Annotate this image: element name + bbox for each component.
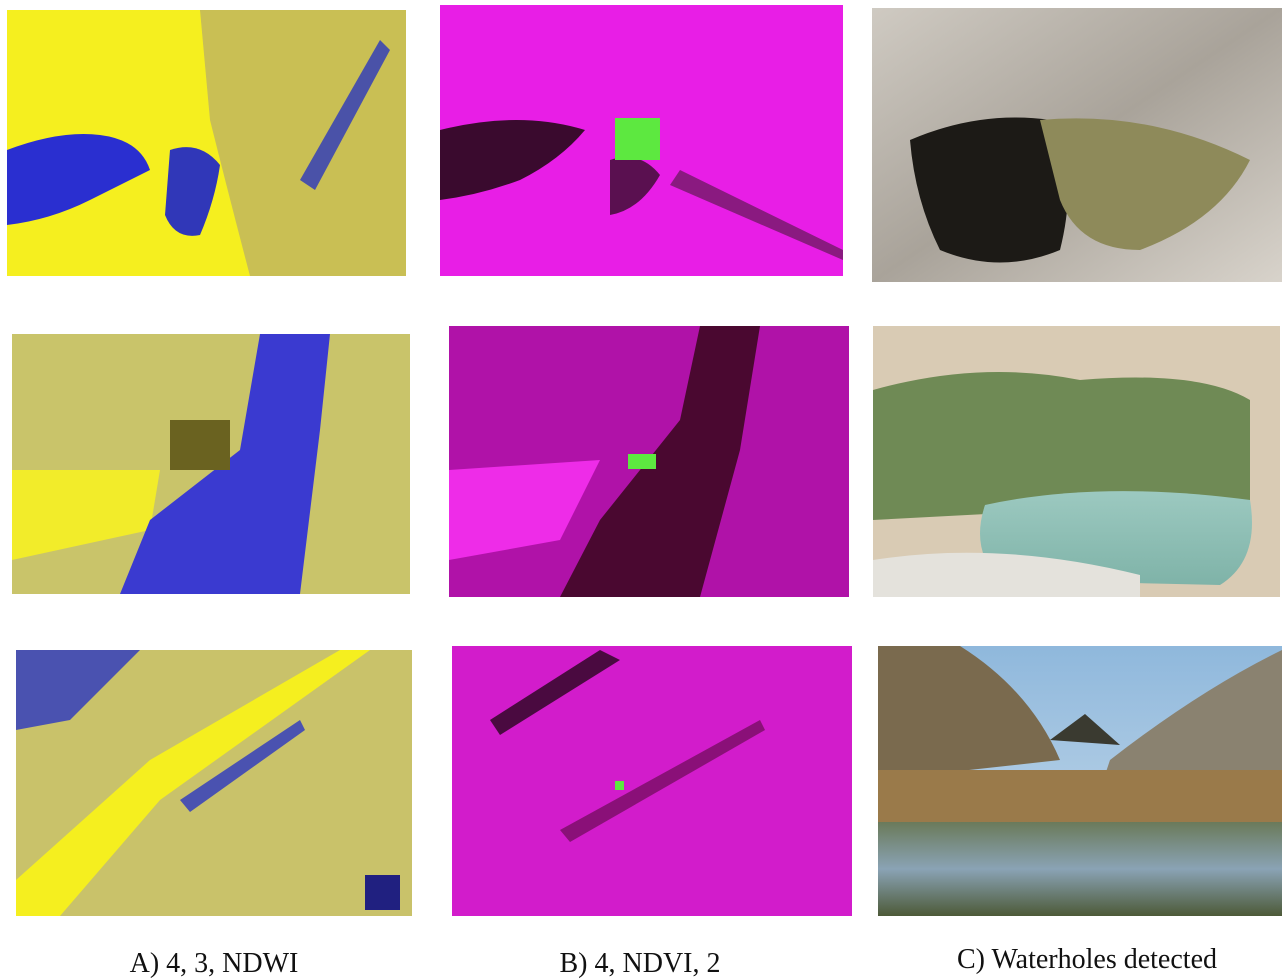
water-blob [16, 650, 140, 730]
photo-c3 [878, 646, 1282, 916]
dark-region [610, 157, 660, 215]
vegetation [1040, 118, 1250, 250]
caption: B) 4, NDVI, 2 [560, 948, 721, 979]
caption: A) 4, 3, NDWI [130, 948, 299, 979]
bank [878, 770, 1282, 830]
bright-region [449, 460, 600, 560]
water-blob [7, 134, 150, 225]
panel-a1 [7, 10, 406, 276]
cliff [878, 646, 1060, 780]
streak [180, 720, 305, 812]
dark-region [440, 120, 585, 200]
photo-c1 [872, 8, 1282, 282]
panel-b1 [440, 5, 843, 276]
rock [873, 552, 1140, 597]
bright-band [16, 650, 370, 916]
shadow-pool [910, 117, 1068, 263]
water-blob [165, 147, 220, 236]
panel-a3 [16, 650, 412, 916]
dark-patch [365, 875, 400, 910]
dark-streak [490, 650, 620, 735]
dark-streak [560, 720, 765, 842]
photo-c2 [873, 326, 1280, 597]
hill [1050, 714, 1120, 745]
waterhole-pixels [628, 454, 656, 469]
dark-patch [170, 420, 230, 470]
waterhole-pixels [615, 118, 660, 160]
waterhole-pixels [615, 781, 624, 790]
image-texture [200, 10, 406, 276]
cliff [1100, 650, 1282, 800]
bright-region [12, 470, 160, 560]
panel-a2 [12, 334, 410, 594]
water [878, 822, 1282, 916]
panel-b2 [449, 326, 849, 597]
vegetation [873, 372, 1250, 520]
streak [670, 170, 843, 260]
streak [300, 40, 390, 190]
panel-b3 [452, 646, 852, 916]
dark-region [560, 326, 760, 597]
caption: C) Waterholes detected [957, 944, 1217, 975]
